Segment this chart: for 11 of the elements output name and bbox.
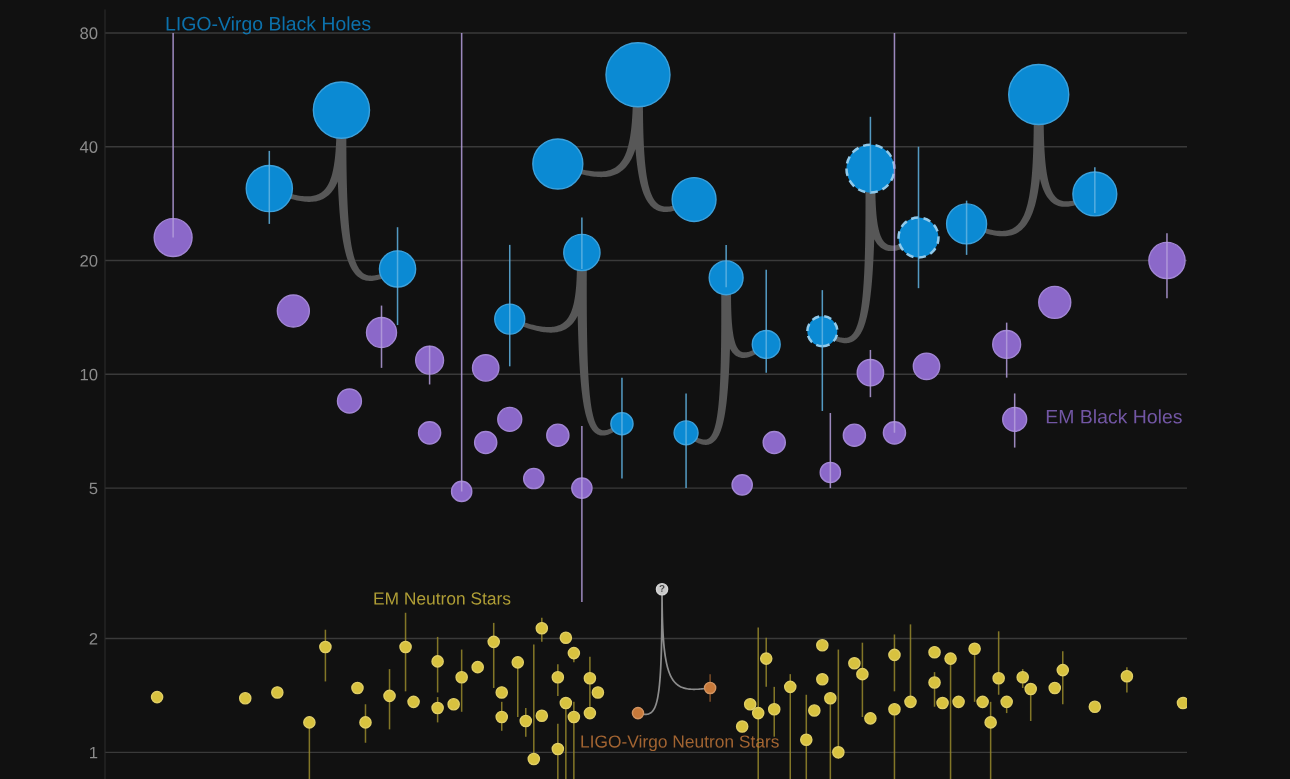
y-tick-label: 10 <box>80 368 98 381</box>
data-label: ? <box>659 584 665 592</box>
y-tick-label: 2 <box>89 632 98 645</box>
y-tick-label: 40 <box>79 141 98 153</box>
y-tick-label: 80 <box>80 27 98 40</box>
y-tick-label: 1 <box>90 746 98 759</box>
y-tick-label: 5 <box>89 482 98 495</box>
series-label: EM Black Holes <box>1046 409 1182 424</box>
y-tick-label: 20 <box>80 254 98 267</box>
text: EM Neutron Stars <box>374 592 511 605</box>
text: LIGO-Virgo Black Holes <box>166 16 371 35</box>
